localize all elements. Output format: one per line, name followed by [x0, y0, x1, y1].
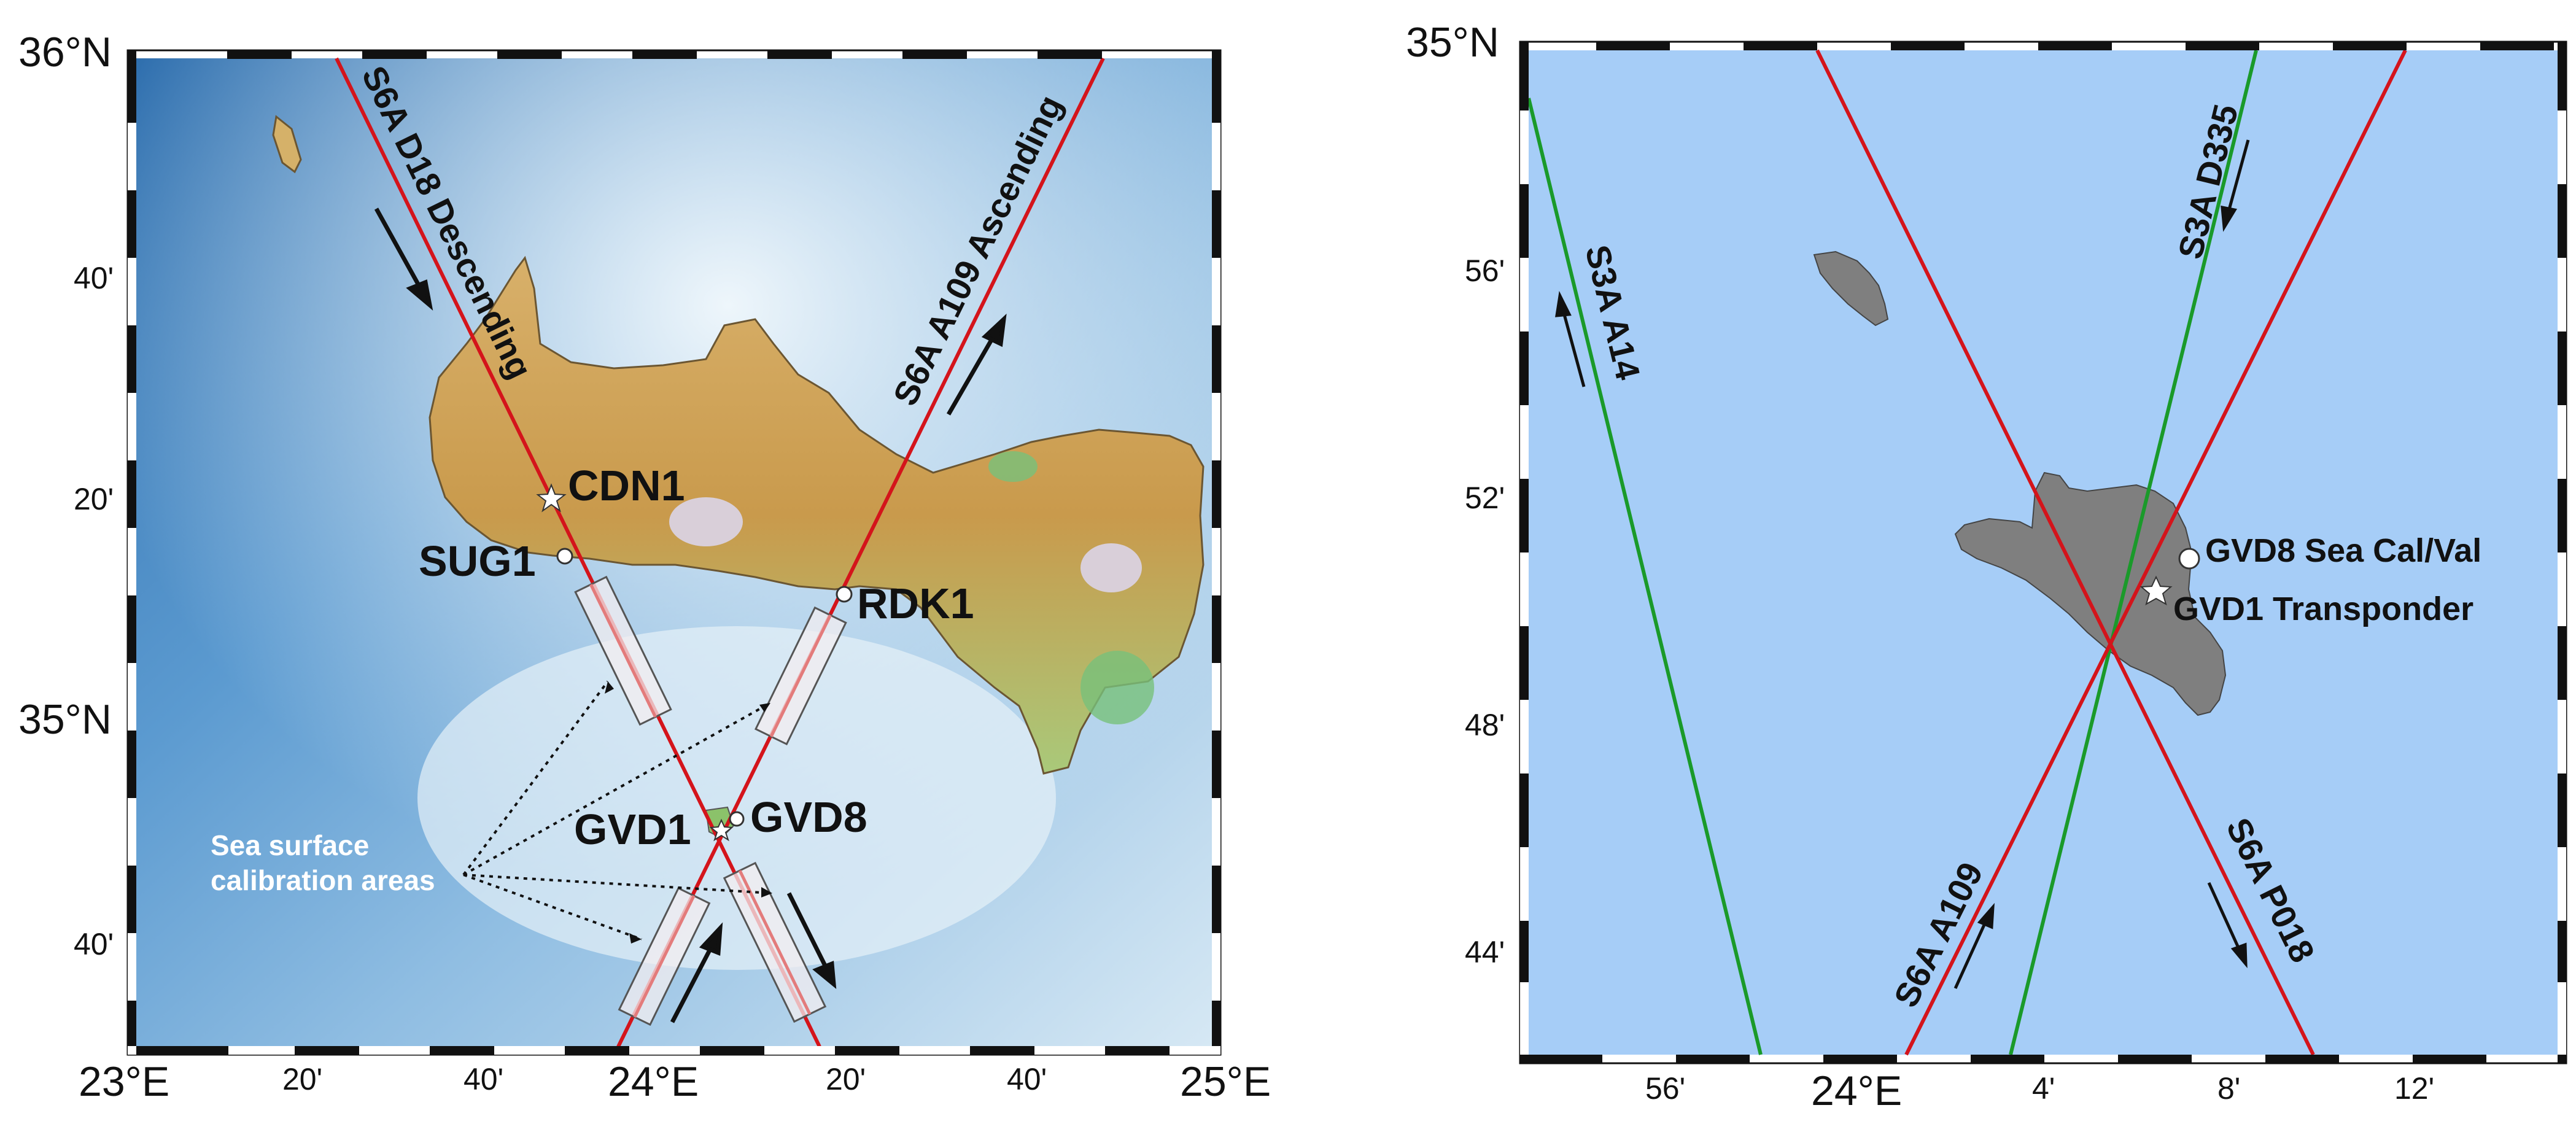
calibration-box-4	[723, 861, 827, 1023]
gvd1-label-right: GVD1 Transponder	[2173, 591, 2473, 627]
gvd1-star-marker	[709, 818, 734, 842]
left-lat-35: 35°N	[18, 696, 112, 743]
right-lat-52: 52'	[1465, 481, 1505, 515]
gvd1-label: GVD1	[574, 805, 691, 853]
pointer-heads	[605, 681, 772, 944]
annotation-line-1: Sea surface	[211, 829, 369, 861]
crete-lowland-green-1	[1080, 651, 1154, 724]
right-lat-35: 35°N	[1406, 19, 1499, 66]
annotation-line-2: calibration areas	[211, 864, 435, 896]
left-map-side-ticks-white	[128, 123, 1220, 1001]
calibration-pointers	[462, 680, 773, 940]
left-lon-40a: 40'	[464, 1062, 503, 1096]
right-lat-44: 44'	[1465, 935, 1505, 969]
right-map-side-ticks-white	[1520, 110, 2566, 1055]
sug1-marker	[556, 548, 573, 565]
right-lat-48: 48'	[1465, 708, 1505, 742]
right-lon-24: 24°E	[1811, 1068, 1902, 1114]
gavdopoula-islet	[1813, 250, 1889, 327]
gvd1-star-marker-right	[2140, 575, 2173, 606]
right-map: GVD8 Sea Cal/Val GVD1 Transponder S3A A1…	[1406, 19, 2567, 1114]
left-lon-23: 23°E	[79, 1058, 169, 1105]
left-lon-24: 24°E	[608, 1058, 699, 1105]
rdk1-label: RDK1	[857, 580, 974, 627]
left-map: CDN1 SUG1 RDK1 GVD1 GVD8 S6A D18 Descend…	[18, 29, 1271, 1105]
right-lon-12: 12'	[2394, 1071, 2434, 1106]
crete-mountain-dikti	[1080, 543, 1142, 592]
crete-mountain-ida	[669, 497, 743, 546]
direction-arrows-right	[1555, 139, 2250, 990]
left-lon-25: 25°E	[1180, 1058, 1271, 1105]
calibration-box-3	[618, 886, 711, 1026]
right-lat-56: 56'	[1465, 254, 1505, 288]
sug1-label: SUG1	[419, 537, 536, 585]
gavdos-island	[1954, 471, 2227, 716]
rdk1-marker	[836, 586, 853, 603]
cdn1-label: CDN1	[568, 462, 685, 510]
calibration-box-2	[754, 606, 847, 746]
left-lon-20a: 20'	[282, 1062, 322, 1096]
gvd8-marker-right	[2178, 548, 2200, 570]
antikythera-islet	[272, 115, 302, 174]
gvd8-label-right: GVD8 Sea Cal/Val	[2205, 532, 2481, 569]
cdn1-star-marker	[536, 483, 567, 513]
right-lon-8: 8'	[2217, 1071, 2240, 1106]
left-lat-20: 20'	[74, 482, 114, 516]
left-lon-40b: 40'	[1007, 1062, 1047, 1096]
track-s6a-a109	[616, 57, 1105, 1048]
left-lat-40a: 40'	[74, 261, 114, 295]
gvd8-label: GVD8	[750, 793, 867, 841]
track-s3a-a14	[1527, 98, 1763, 1055]
crete-landmass	[429, 255, 1205, 775]
track-s6a-p018	[1815, 49, 2315, 1056]
right-lon-4: 4'	[2032, 1071, 2055, 1106]
left-map-shallow-south	[417, 626, 1056, 970]
direction-arrows-left	[374, 207, 1007, 1023]
left-lat-top: 36°N	[18, 29, 112, 76]
gvd8-marker	[729, 811, 745, 827]
calibration-box-1	[574, 575, 672, 726]
left-lat-40b: 40'	[74, 927, 114, 961]
right-lon-56: 56'	[1645, 1071, 1685, 1106]
left-lon-20b: 20'	[826, 1062, 866, 1096]
track-s3a-d335	[2009, 50, 2258, 1055]
crete-lowland-green-2	[988, 451, 1038, 482]
track-s6a-a109-right	[1904, 49, 2407, 1056]
